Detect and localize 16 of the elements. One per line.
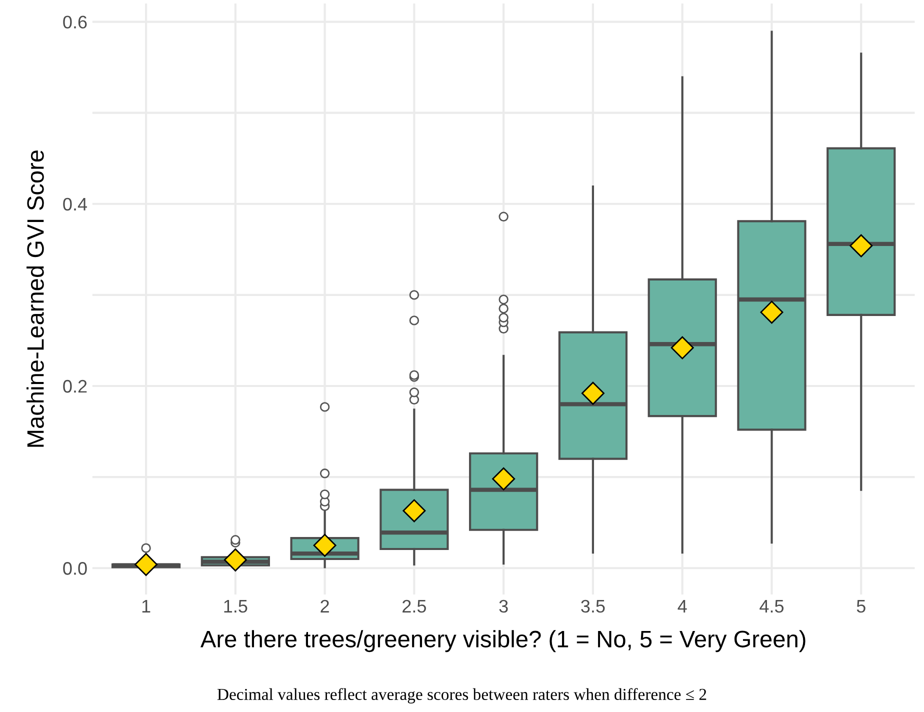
y-axis-title: Machine-Learned GVI Score xyxy=(26,150,44,447)
text: Decimal values reflect average scores between raters when difference ≤ 2 xyxy=(217,688,706,704)
x-tick-label: 3 xyxy=(499,600,508,613)
x-tick-label: 2 xyxy=(320,600,329,612)
y-tick-label: 0.6 xyxy=(63,16,87,28)
y-tick-label: 0.0 xyxy=(63,562,87,575)
x-tick-label: 1 xyxy=(142,600,150,612)
x-tick-label: 3.5 xyxy=(581,600,605,613)
x-tick-label: 4 xyxy=(678,600,687,612)
x-tick-label: 1.5 xyxy=(224,600,248,613)
x-tick-label: 4.5 xyxy=(760,600,784,613)
y-tick-label: 0.2 xyxy=(63,380,87,393)
x-axis-title: Are there trees/greenery visible? (1 = No, 5 = Very Green) xyxy=(200,630,806,652)
y-tick-label: 0.4 xyxy=(63,198,88,211)
x-tick-label: 5 xyxy=(856,600,866,613)
x-tick-label: 2.5 xyxy=(402,600,426,613)
